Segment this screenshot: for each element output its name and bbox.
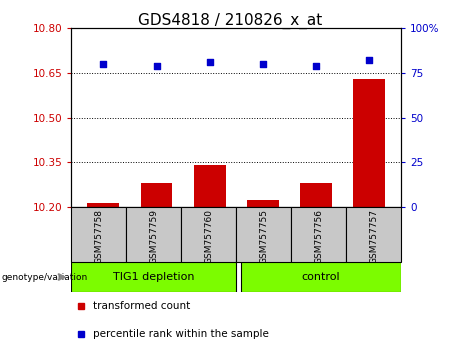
- Point: [312, 63, 319, 69]
- Text: genotype/variation: genotype/variation: [1, 273, 88, 281]
- Point: [206, 59, 213, 65]
- Text: GDS4818 / 210826_x_at: GDS4818 / 210826_x_at: [138, 12, 323, 29]
- Point: [153, 63, 160, 69]
- Text: control: control: [301, 272, 340, 282]
- Bar: [247, 200, 279, 207]
- Bar: [194, 165, 225, 207]
- Bar: [300, 183, 332, 207]
- Bar: [71, 207, 126, 262]
- Bar: [126, 207, 181, 262]
- Bar: [291, 207, 346, 262]
- Text: GSM757756: GSM757756: [314, 209, 323, 264]
- Point: [259, 61, 266, 67]
- Text: GSM757757: GSM757757: [369, 209, 378, 264]
- Bar: [181, 207, 236, 262]
- Text: GSM757758: GSM757758: [95, 209, 103, 264]
- Text: GSM757755: GSM757755: [259, 209, 268, 264]
- Bar: [346, 207, 401, 262]
- Point: [100, 61, 107, 67]
- Bar: [236, 207, 291, 262]
- Point: [366, 58, 373, 63]
- Bar: [71, 262, 236, 292]
- Bar: [88, 202, 119, 207]
- Text: GSM757759: GSM757759: [149, 209, 159, 264]
- Text: GSM757760: GSM757760: [204, 209, 213, 264]
- Text: TIG1 depletion: TIG1 depletion: [113, 272, 195, 282]
- Text: percentile rank within the sample: percentile rank within the sample: [93, 329, 269, 339]
- Text: transformed count: transformed count: [93, 301, 190, 310]
- Bar: [241, 262, 401, 292]
- Bar: [353, 79, 385, 207]
- Bar: [141, 183, 172, 207]
